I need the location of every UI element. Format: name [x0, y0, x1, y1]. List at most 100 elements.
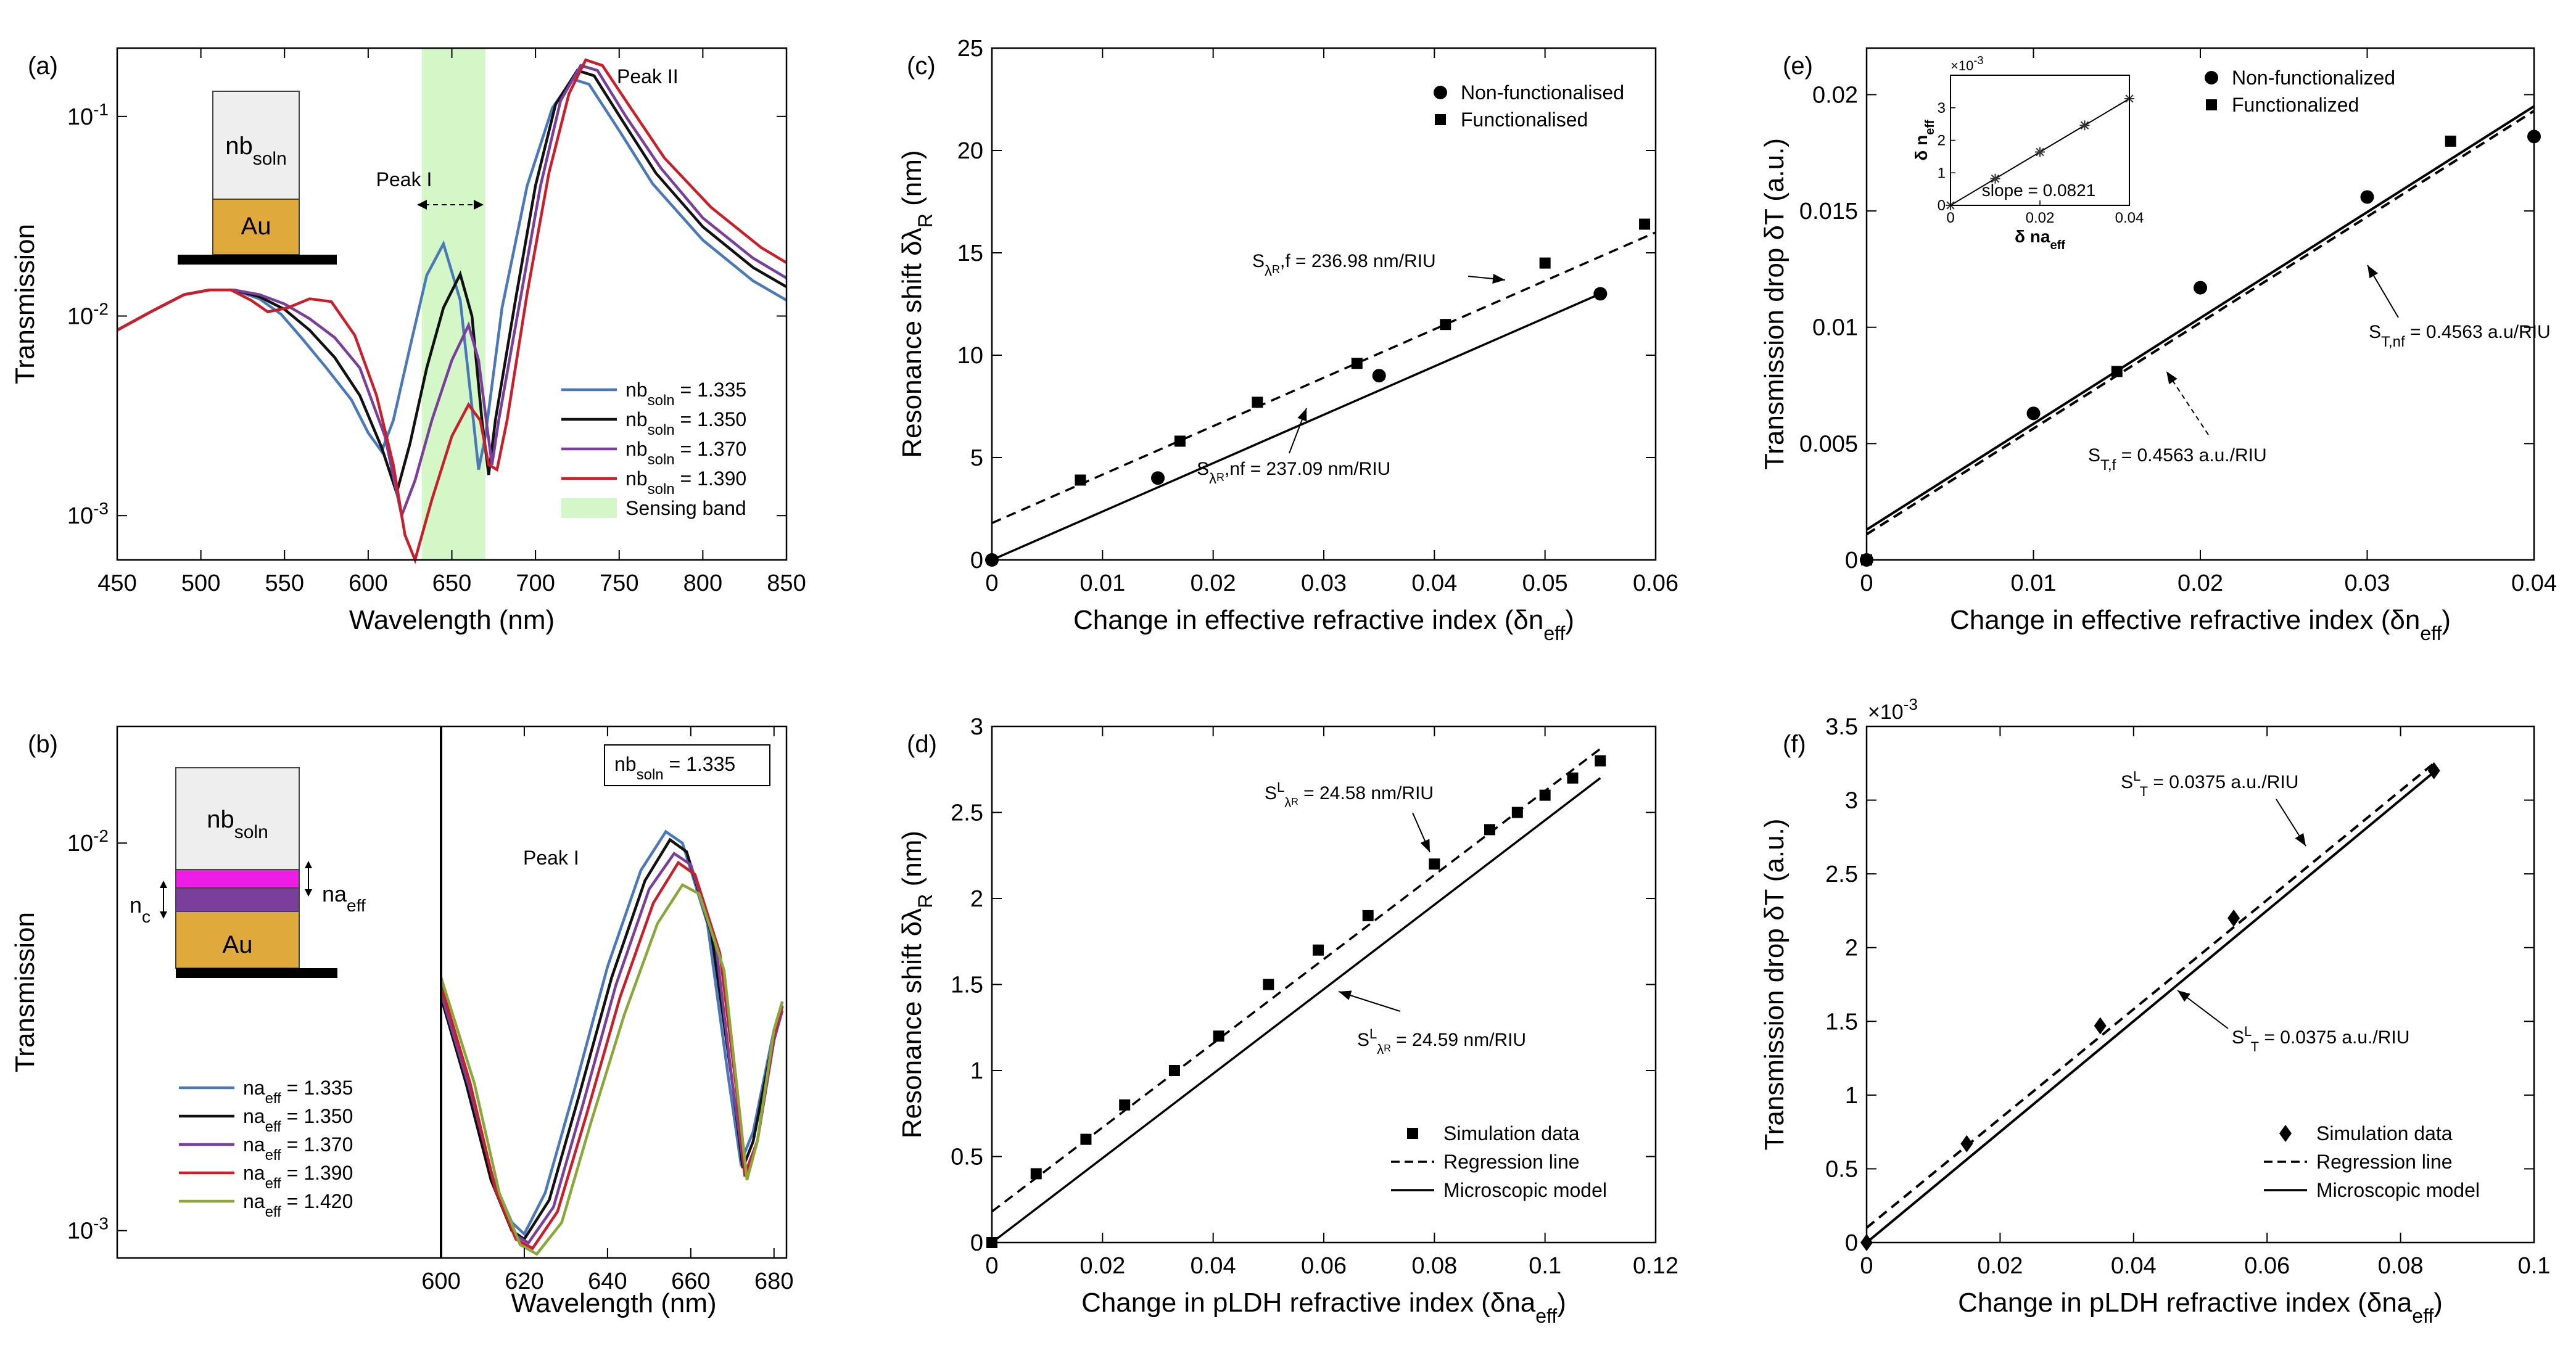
fit-line — [991, 777, 1601, 1244]
y-tick-label: 0 — [970, 548, 983, 573]
x-tick-label: 0.05 — [1522, 570, 1568, 596]
y-tick-label: 2 — [970, 886, 983, 912]
y-tick-label: 10 — [957, 343, 983, 369]
data-point — [2111, 366, 2123, 377]
y-tick-label: 20 — [957, 138, 983, 164]
inset-label: Au — [223, 931, 253, 958]
inset-label: nc — [130, 892, 151, 926]
annotation-arrowhead — [2368, 265, 2379, 279]
inset-y-tick-label: 3 — [1938, 100, 1946, 117]
panel-f: 0 0.02 0.04 0.06 0.08 0.1 0 0.5 1 1.5 2 2.5 3 3.5 Chan… — [1759, 695, 2550, 1327]
data-point — [2194, 281, 2207, 295]
series-line — [116, 64, 788, 521]
x-tick-label: 500 — [181, 570, 220, 596]
data-point — [1511, 807, 1523, 818]
axis-frame — [1865, 47, 2535, 561]
data-point — [1174, 435, 1186, 447]
legend-swatch — [561, 498, 617, 518]
y-tick-label: 10-2 — [67, 299, 109, 330]
y-tick-label: 0 — [1845, 1230, 1858, 1256]
annotation-box-label: nbsoln = 1.335 — [614, 753, 735, 783]
data-point — [1351, 358, 1363, 369]
x-tick-label: 600 — [349, 570, 387, 596]
y-tick-label: 1.5 — [1825, 1009, 1858, 1035]
data-point — [2026, 406, 2041, 421]
inset-x-tick-label: 0.02 — [2026, 210, 2055, 226]
y-tick-label: 25 — [957, 36, 983, 62]
annotation-arrow — [2166, 371, 2209, 435]
y-axis-label: Transmission drop δT (a.u.) — [1759, 138, 1790, 470]
series-line — [116, 77, 788, 471]
x-axis-label: Change in effective refractive index (δn… — [1950, 605, 2451, 644]
y-tick-label: 2.5 — [1825, 861, 1858, 887]
annotation-slope-regression: SLλR = 24.58 nm/RIU — [1265, 779, 1434, 810]
x-axis-label: Change in effective refractive index (δn… — [1073, 605, 1574, 644]
panel-e: 0 0.01 0.02 0.03 0.04 0 0.005 0.01 0.015 0.02 Chan… — [1759, 47, 2557, 644]
legend-label: nbsoln = 1.335 — [625, 379, 746, 409]
x-tick-label: 0 — [1860, 1253, 1873, 1279]
axis-frame — [991, 47, 1657, 561]
x-tick-label: 0.12 — [1633, 1253, 1678, 1279]
inset-multiplier: ×10-3 — [1951, 54, 1983, 73]
y-tick-label: 0.5 — [1825, 1156, 1858, 1182]
y-axis-label: Resonance shift δλR (nm) — [897, 150, 936, 458]
legend-label: Sensing band — [625, 497, 746, 519]
legend-label: Microscopic model — [2316, 1179, 2480, 1201]
data-point — [1168, 1065, 1180, 1076]
inset-y-tick-label: 1 — [1938, 165, 1946, 181]
annotation-slope-f: SλR,f = 236.98 nm/RIU — [1252, 251, 1436, 279]
inset-substrate — [176, 968, 337, 978]
data-point — [2227, 909, 2240, 927]
panel-label: (c) — [907, 52, 936, 80]
inset-label: naeff — [322, 881, 366, 915]
fit-line — [1865, 771, 2435, 1244]
panel-a: 450 500 550 600 650 700 750 800 850 10-3 10-2 10-1 W… — [10, 47, 806, 635]
x-tick-label: 0 — [1860, 570, 1873, 596]
x-tick-label: 0.04 — [1191, 1253, 1236, 1279]
legend-marker — [2205, 71, 2218, 84]
panel-label: (f) — [1783, 731, 1806, 758]
axis-frame — [116, 725, 788, 1259]
data-point — [1151, 471, 1165, 485]
y-tick-label: 3.5 — [1825, 714, 1858, 740]
x-tick-label: 750 — [600, 570, 638, 596]
inset-label: nbsoln — [207, 806, 268, 842]
x-axis-label: Wavelength (nm) — [511, 1288, 716, 1318]
y-tick-label: 3 — [1845, 788, 1858, 814]
x-axis-label: Wavelength (nm) — [349, 605, 555, 635]
legend-label: Regression line — [1443, 1151, 1580, 1173]
y-tick-label: 1.5 — [951, 972, 983, 998]
legend-label: Non-functionalised — [1461, 81, 1624, 104]
annotation-slope-model: SLT = 0.0375 a.u./RIU — [2232, 1024, 2409, 1054]
x-tick-label: 0.03 — [1301, 570, 1347, 596]
legend-label: Functionalized — [2232, 94, 2359, 116]
fit-line — [1865, 762, 2435, 1229]
x-tick-label: 0.1 — [2518, 1253, 2551, 1279]
legend-marker — [2279, 1125, 2292, 1142]
inset-data-point — [2035, 147, 2045, 157]
x-tick-label: 700 — [516, 570, 555, 596]
data-point — [1213, 1030, 1224, 1042]
panel-d: 0 0.02 0.04 0.06 0.08 0.1 0.12 0 0.5 1 1.5 2 2.5 3 Cha… — [897, 714, 1678, 1327]
data-point — [1119, 1099, 1131, 1111]
fit-line — [1865, 110, 2535, 536]
data-point — [1484, 824, 1495, 836]
annotation-box — [604, 744, 770, 786]
y-tick-label: 10-1 — [67, 99, 109, 130]
axis-frame — [1865, 725, 2535, 1244]
y-tick-label: 0.01 — [1812, 315, 1858, 341]
x-tick-label: 550 — [265, 570, 304, 596]
series-line — [439, 883, 784, 1256]
inset-y-label: δ neff — [1912, 120, 1937, 161]
legend-label: Functionalised — [1461, 109, 1588, 131]
legend: Non-functionalised Functionalised — [1434, 81, 1624, 131]
legend-label: naeff = 1.420 — [243, 1190, 353, 1220]
x-tick-label: 660 — [671, 1268, 710, 1294]
x-tick-label: 680 — [754, 1268, 793, 1294]
annotation-arrowhead — [305, 861, 312, 897]
y-tick-label: 10-3 — [67, 1214, 109, 1244]
data-point — [2094, 1017, 2107, 1035]
legend-marker — [1407, 1128, 1418, 1139]
